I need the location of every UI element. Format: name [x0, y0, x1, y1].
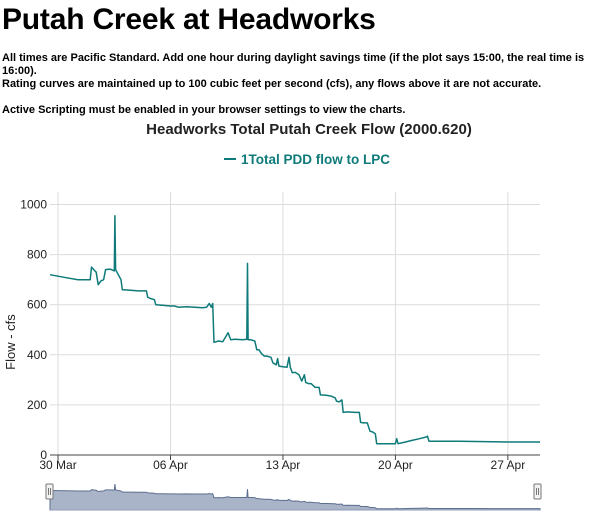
navigator-left-handle[interactable]	[45, 483, 54, 500]
x-tick-label: 30 Mar	[39, 458, 76, 472]
chart-title: Headworks Total Putah Creek Flow (2000.6…	[146, 121, 472, 138]
y-tick-label: 800	[27, 248, 47, 262]
y-tick-label: 400	[27, 348, 47, 362]
plot-area[interactable]	[49, 215, 540, 445]
y-tick-label: 1000	[20, 198, 47, 212]
page-title: Putah Creek at Headworks	[2, 3, 376, 36]
x-tick-label: 06 Apr	[153, 458, 188, 472]
x-tick-label: 13 Apr	[266, 458, 301, 472]
y-axis: 0 200 400 600 800 1000	[20, 198, 47, 462]
x-tick-label: 20 Apr	[378, 458, 413, 472]
navigator-right-handle[interactable]	[533, 483, 542, 500]
grid	[50, 192, 540, 456]
navigator[interactable]	[45, 483, 542, 511]
y-axis-title: Flow - cfs	[3, 314, 18, 370]
rating-curve-note: Rating curves are maintained up to 100 c…	[2, 78, 542, 90]
navigator-area	[49, 484, 541, 511]
y-tick-label: 600	[27, 298, 47, 312]
timezone-note: All times are Pacific Standard. Add one …	[2, 52, 585, 77]
flow-chart: Headworks Total Putah Creek Flow (2000.6…	[3, 121, 542, 511]
scripting-note: Active Scripting must be enabled in your…	[2, 104, 406, 116]
legend-label: 1Total PDD flow to LPC	[241, 152, 390, 167]
series-line	[49, 215, 540, 445]
page-notes: All times are Pacific Standard. Add one …	[2, 52, 596, 117]
y-tick-label: 200	[27, 398, 47, 412]
legend[interactable]: 1Total PDD flow to LPC	[224, 152, 390, 167]
y-tick-label: 0	[40, 448, 47, 462]
x-tick-label: 27 Apr	[491, 458, 526, 472]
x-axis: 30 Mar 06 Apr 13 Apr 20 Apr 27 Apr	[39, 455, 525, 472]
